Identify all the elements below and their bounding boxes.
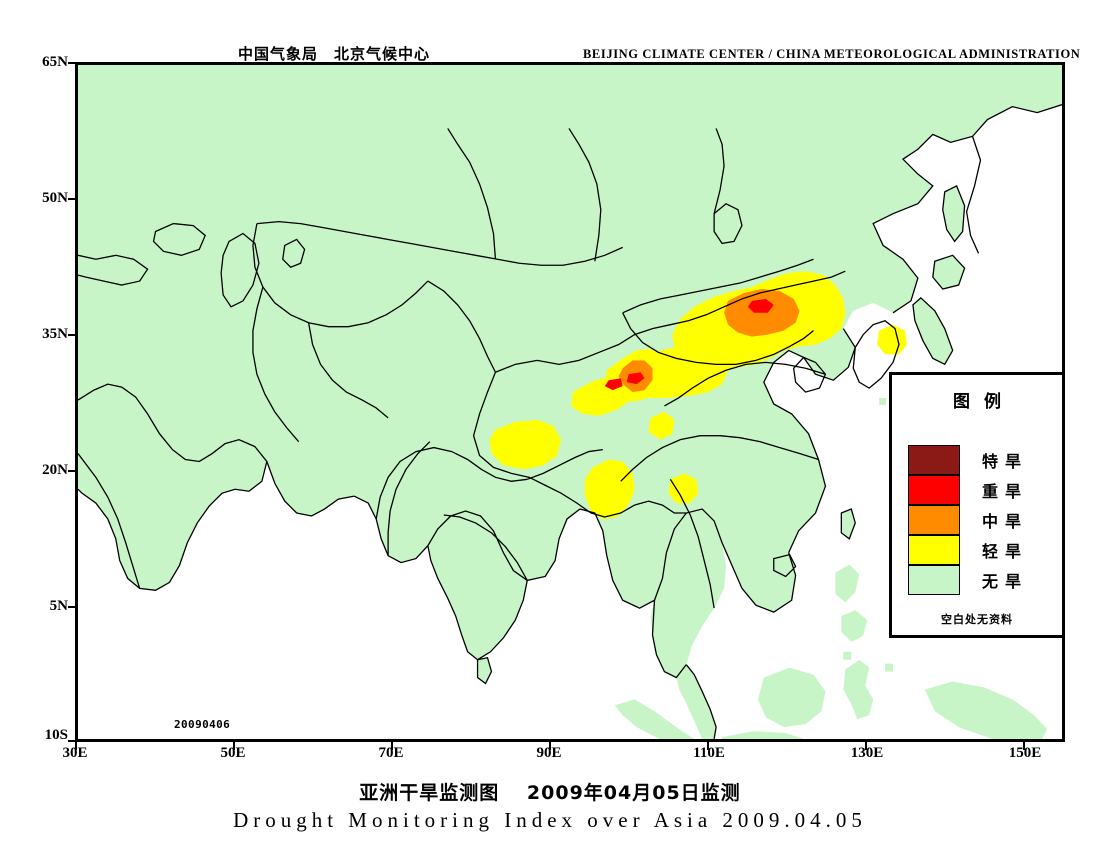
philippines-mindanao-fill	[841, 610, 868, 642]
india-fill	[427, 511, 528, 660]
patch-south-small-light	[648, 411, 675, 440]
x-tick-mark-150e	[1023, 742, 1025, 750]
patch-central-severe	[604, 378, 623, 391]
x-tick-150e: 150E	[1008, 745, 1042, 761]
x-tick-mark-70e	[391, 742, 393, 750]
x-tick-mark-30e	[75, 742, 77, 750]
y-tick-20n: 20N	[42, 462, 68, 478]
island-dot-f	[885, 663, 894, 672]
x-tick-mark-130e	[865, 742, 867, 750]
legend-label-extreme: 特旱	[982, 452, 1029, 471]
x-tick-mark-50e	[233, 742, 235, 750]
sumatra-fill	[614, 699, 695, 739]
y-tick-50n: 50N	[42, 190, 68, 206]
main-title-en: Drought Monitoring Index over Asia 2009.…	[233, 808, 867, 832]
y-tick-mark-20n	[68, 470, 76, 472]
x-tick-110e: 110E	[693, 745, 725, 761]
map-datestamp: 20090406	[174, 718, 231, 731]
sakhalin-fill	[942, 185, 965, 242]
patch-ne-china-severe	[747, 298, 774, 313]
header-agency-en: BEIJING CLIMATE CENTER / CHINA METEOROLO…	[583, 47, 1081, 61]
patch-tibet-light	[489, 419, 562, 470]
legend-swatch-severe	[908, 475, 960, 505]
legend-label-moderate: 中旱	[982, 512, 1029, 531]
legend-row-light: 轻旱	[908, 535, 1058, 565]
x-tick-130e: 130E	[850, 745, 884, 761]
japan-hokkaido-fill	[932, 255, 965, 290]
legend-label-light: 轻旱	[982, 542, 1029, 561]
patch-korea-light	[877, 324, 907, 355]
y-tick-mark-35n	[68, 334, 76, 336]
malay-fill	[676, 664, 717, 739]
y-tick-mark-65n	[68, 62, 76, 64]
coastlines-and-borders	[78, 104, 1062, 739]
island-dot-a	[879, 398, 887, 405]
legend-box: 图例 特旱 重旱 中旱 轻旱 无旱 空白处无资料	[889, 372, 1065, 638]
borneo-fill	[757, 667, 826, 728]
patch-ne-china-moderate	[724, 289, 800, 337]
main-title-cn: 亚洲干旱监测图 2009年04月05日监测	[359, 782, 741, 804]
legend-swatch-extreme	[908, 445, 960, 475]
asia-map	[78, 65, 1062, 739]
java-fill	[722, 731, 804, 739]
patch-guangxi-light	[668, 473, 699, 504]
legend-rows: 特旱 重旱 中旱 轻旱 无旱	[908, 445, 1058, 595]
patch-yunnan-light	[584, 459, 635, 519]
y-tick-65n: 65N	[42, 54, 68, 70]
y-tick-10s: 10S	[44, 727, 68, 743]
x-tick-70e: 70E	[378, 745, 404, 761]
y-tick-mark-50n	[68, 198, 76, 200]
x-tick-50e: 50E	[220, 745, 246, 761]
header-agency-cn: 中国气象局 北京气候中心	[238, 45, 431, 63]
legend-footnote: 空白处无资料	[941, 613, 1013, 626]
eurasia-landmass	[78, 65, 1062, 613]
legend-swatch-light	[908, 535, 960, 565]
philippines-luzon-fill	[835, 564, 860, 603]
x-tick-mark-110e	[707, 742, 709, 750]
new-guinea-fill	[924, 681, 1048, 739]
x-tick-90e: 90E	[536, 745, 562, 761]
legend-label-severe: 重旱	[982, 482, 1029, 501]
map-plot-area	[75, 62, 1065, 742]
legend-title: 图例	[953, 392, 1015, 412]
japan-honshu-fill	[912, 297, 953, 365]
patch-shaanxi-severe	[626, 372, 645, 385]
indochina-fill	[650, 509, 727, 678]
sulawesi-fill	[843, 659, 874, 720]
y-tick-mark-5n	[68, 606, 76, 608]
sri-lanka-fill	[477, 657, 492, 684]
island-dot-e	[843, 651, 852, 660]
legend-swatch-none	[908, 565, 960, 595]
legend-swatch-moderate	[908, 505, 960, 535]
legend-row-moderate: 中旱	[908, 505, 1058, 535]
x-tick-30e: 30E	[62, 745, 88, 761]
drought-severe-patches	[604, 298, 774, 391]
y-tick-mark-10s	[68, 740, 76, 742]
y-tick-35n: 35N	[42, 326, 68, 342]
legend-row-none: 无旱	[908, 565, 1058, 595]
patch-qinghai-light	[670, 344, 703, 375]
legend-row-extreme: 特旱	[908, 445, 1058, 475]
hainan-fill	[773, 554, 796, 577]
legend-row-severe: 重旱	[908, 475, 1058, 505]
x-tick-mark-90e	[549, 742, 551, 750]
landmass-no-drought	[78, 65, 1062, 739]
arabia-fill	[78, 384, 267, 591]
y-tick-5n: 5N	[49, 598, 68, 614]
legend-label-none: 无旱	[982, 572, 1029, 591]
